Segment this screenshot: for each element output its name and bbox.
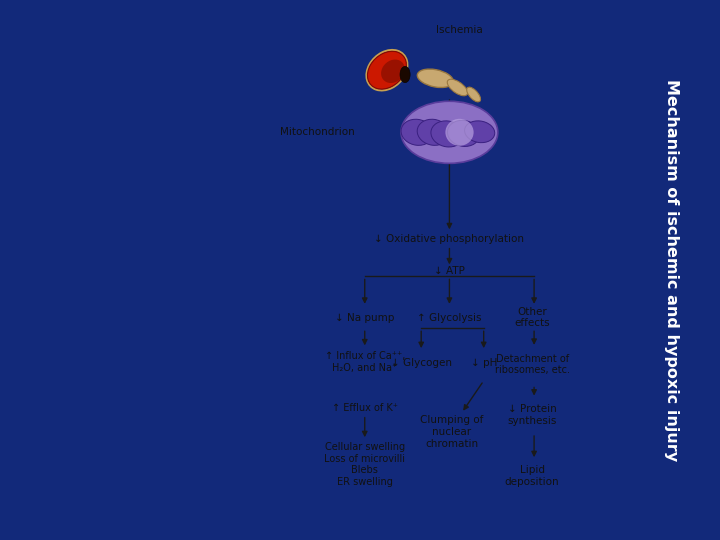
- Text: ↑ Influx of Ca⁺⁺,
H₂O, and Na⁺: ↑ Influx of Ca⁺⁺, H₂O, and Na⁺: [325, 351, 405, 373]
- Ellipse shape: [418, 69, 454, 87]
- Ellipse shape: [446, 119, 474, 146]
- Text: Clumping of
nuclear
chromatin: Clumping of nuclear chromatin: [420, 415, 483, 449]
- Ellipse shape: [381, 59, 405, 83]
- Ellipse shape: [417, 119, 449, 145]
- Text: ↓ Na pump: ↓ Na pump: [335, 313, 395, 322]
- Ellipse shape: [431, 121, 464, 147]
- Text: ↓ Glycogen: ↓ Glycogen: [391, 358, 451, 368]
- Ellipse shape: [447, 120, 480, 146]
- Text: Mitochondrion: Mitochondrion: [280, 127, 355, 137]
- Text: ↑ Glycolysis: ↑ Glycolysis: [417, 313, 482, 322]
- Text: ↓ ATP: ↓ ATP: [434, 266, 465, 276]
- Ellipse shape: [464, 121, 495, 143]
- Text: Mechanism of ischemic and hypoxic injury: Mechanism of ischemic and hypoxic injury: [664, 79, 679, 461]
- Text: Cellular swelling
Loss of microvilli
Blebs
ER swelling: Cellular swelling Loss of microvilli Ble…: [324, 442, 405, 487]
- Ellipse shape: [367, 51, 406, 89]
- Text: Other
effects: Other effects: [514, 307, 550, 328]
- Text: ↓ Protein
synthesis: ↓ Protein synthesis: [508, 404, 557, 426]
- Text: Lipid
deposition: Lipid deposition: [505, 465, 559, 487]
- Text: ↓ Oxidative phosphorylation: ↓ Oxidative phosphorylation: [374, 234, 524, 244]
- Ellipse shape: [401, 119, 433, 145]
- Text: Ischemia: Ischemia: [436, 25, 483, 35]
- Text: Detachment of
ribosomes, etc.: Detachment of ribosomes, etc.: [495, 354, 570, 375]
- Text: ↑ Efflux of K⁺: ↑ Efflux of K⁺: [332, 403, 397, 413]
- Ellipse shape: [400, 66, 410, 83]
- Ellipse shape: [467, 87, 480, 102]
- Ellipse shape: [447, 79, 468, 96]
- Ellipse shape: [401, 102, 498, 163]
- Text: ↓ pH: ↓ pH: [470, 358, 497, 368]
